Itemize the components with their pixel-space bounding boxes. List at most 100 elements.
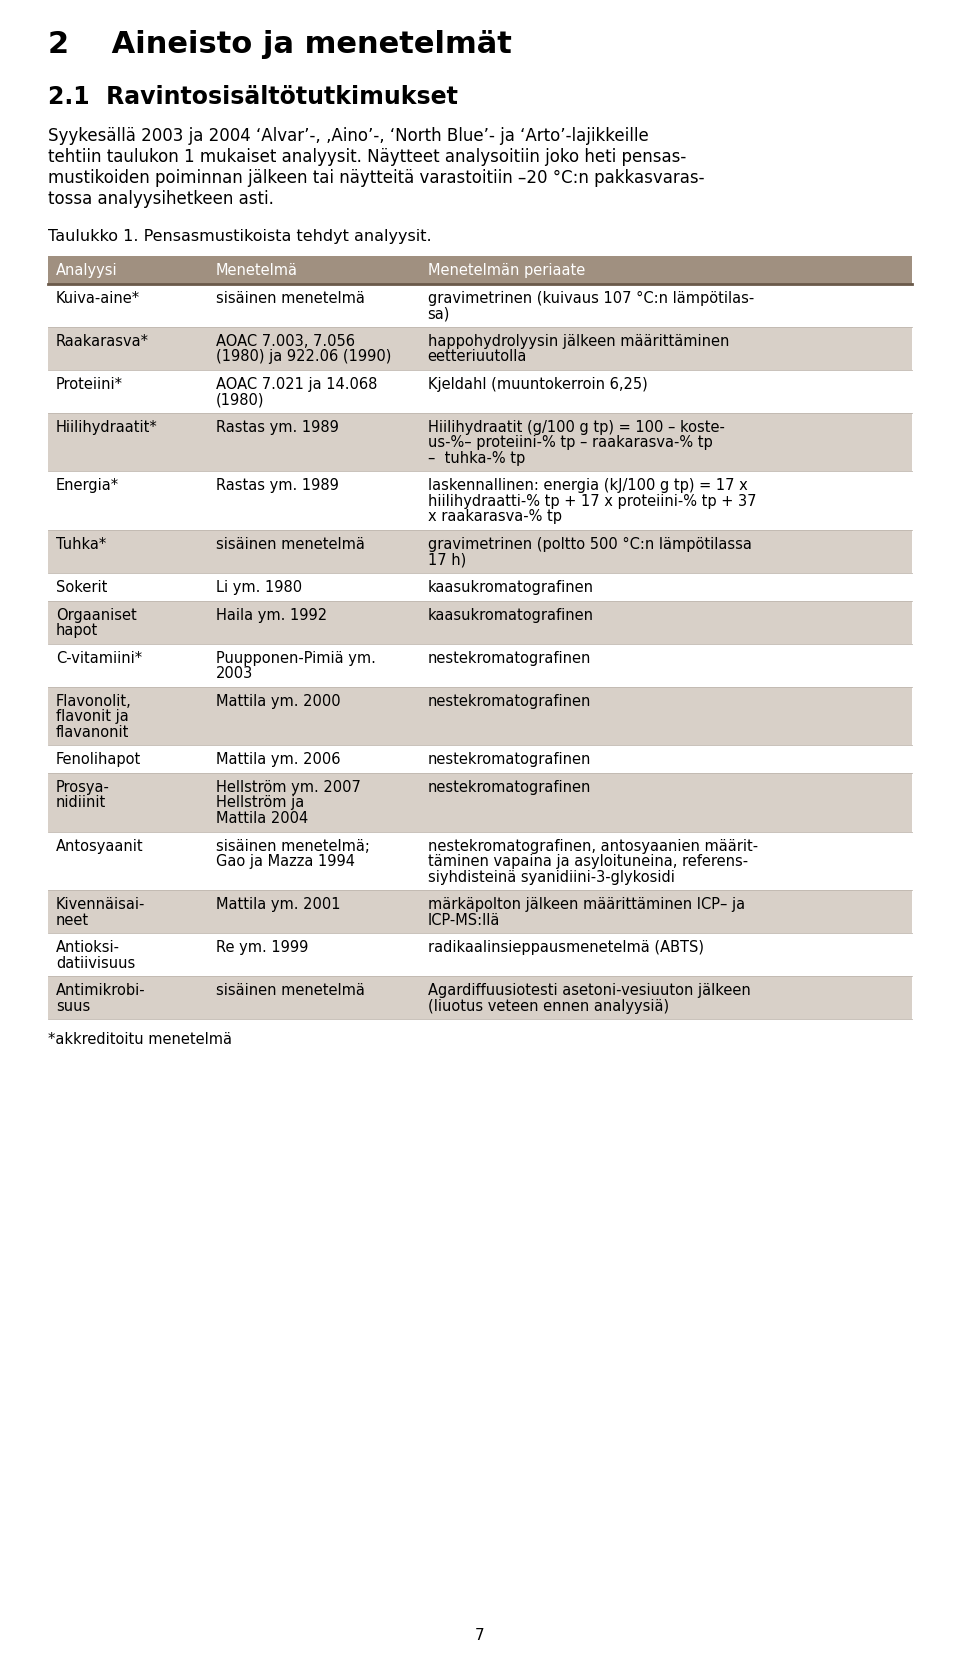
- Text: Flavonolit,: Flavonolit,: [56, 694, 132, 709]
- Text: Rastas ym. 1989: Rastas ym. 1989: [216, 478, 339, 493]
- Bar: [48, 328, 912, 371]
- Text: nestekromatografinen: nestekromatografinen: [427, 752, 591, 767]
- Text: Analyysi: Analyysi: [56, 263, 118, 278]
- Text: Mattila ym. 2000: Mattila ym. 2000: [216, 694, 341, 709]
- Bar: [48, 601, 912, 644]
- Bar: [48, 574, 912, 601]
- Bar: [48, 256, 912, 285]
- Bar: [48, 934, 912, 977]
- Bar: [48, 774, 912, 832]
- Text: Haila ym. 1992: Haila ym. 1992: [216, 607, 327, 622]
- Bar: [48, 644, 912, 687]
- Text: Puupponen-Pimiä ym.: Puupponen-Pimiä ym.: [216, 651, 375, 666]
- Text: nestekromatografinen: nestekromatografinen: [427, 694, 591, 709]
- Bar: [48, 745, 912, 774]
- Bar: [48, 832, 912, 890]
- Text: 7: 7: [475, 1627, 485, 1642]
- Bar: [48, 414, 912, 473]
- Text: hapot: hapot: [56, 622, 98, 637]
- Text: nidiinit: nidiinit: [56, 795, 107, 810]
- Text: Proteiini*: Proteiini*: [56, 376, 123, 391]
- Text: ICP-MS:llä: ICP-MS:llä: [427, 912, 500, 927]
- Text: Kjeldahl (muuntokerroin 6,25): Kjeldahl (muuntokerroin 6,25): [427, 376, 647, 391]
- Text: kaasukromatografinen: kaasukromatografinen: [427, 607, 593, 622]
- Text: Li ym. 1980: Li ym. 1980: [216, 579, 302, 594]
- Text: mustikoiden poiminnan jälkeen tai näytteitä varastoitiin –20 °C:n pakkasvaras-: mustikoiden poiminnan jälkeen tai näytte…: [48, 170, 705, 186]
- Text: Mattila ym. 2006: Mattila ym. 2006: [216, 752, 341, 767]
- Text: Fenolihapot: Fenolihapot: [56, 752, 141, 767]
- Text: Antosyaanit: Antosyaanit: [56, 839, 144, 854]
- Text: nestekromatografinen: nestekromatografinen: [427, 651, 591, 666]
- Text: tossa analyysihetkeen asti.: tossa analyysihetkeen asti.: [48, 190, 274, 208]
- Text: gravimetrinen (kuivaus 107 °C:n lämpötilas-: gravimetrinen (kuivaus 107 °C:n lämpötil…: [427, 290, 754, 306]
- Text: sisäinen menetelmä: sisäinen menetelmä: [216, 537, 365, 552]
- Text: Hiilihydraatit*: Hiilihydraatit*: [56, 419, 157, 434]
- Text: täminen vapaina ja asyloituneina, referens-: täminen vapaina ja asyloituneina, refere…: [427, 854, 748, 869]
- Text: Sokerit: Sokerit: [56, 579, 108, 594]
- Bar: [48, 371, 912, 414]
- Text: (liuotus veteen ennen analyysiä): (liuotus veteen ennen analyysiä): [427, 998, 669, 1013]
- Text: laskennallinen: energia (kJ/100 g tp) = 17 x: laskennallinen: energia (kJ/100 g tp) = …: [427, 478, 747, 493]
- Text: sisäinen menetelmä;: sisäinen menetelmä;: [216, 839, 370, 854]
- Bar: [48, 687, 912, 745]
- Text: siyhdisteinä syanidiini-3-glykosidi: siyhdisteinä syanidiini-3-glykosidi: [427, 869, 674, 884]
- Text: Re ym. 1999: Re ym. 1999: [216, 940, 308, 955]
- Text: (1980) ja 922.06 (1990): (1980) ja 922.06 (1990): [216, 349, 392, 364]
- Bar: [48, 977, 912, 1020]
- Text: Taulukko 1. Pensasmustikoista tehdyt analyysit.: Taulukko 1. Pensasmustikoista tehdyt ana…: [48, 230, 432, 245]
- Text: sisäinen menetelmä: sisäinen menetelmä: [216, 290, 365, 306]
- Text: datiivisuus: datiivisuus: [56, 955, 135, 970]
- Text: –  tuhka-% tp: – tuhka-% tp: [427, 451, 525, 466]
- Text: happohydrolyysin jälkeen määrittäminen: happohydrolyysin jälkeen määrittäminen: [427, 333, 729, 348]
- Bar: [48, 473, 912, 531]
- Text: 17 h): 17 h): [427, 552, 466, 567]
- Text: Raakarasva*: Raakarasva*: [56, 333, 149, 348]
- Text: AOAC 7.003, 7.056: AOAC 7.003, 7.056: [216, 333, 355, 348]
- Text: Antioksi-: Antioksi-: [56, 940, 120, 955]
- Text: suus: suus: [56, 998, 90, 1013]
- Text: tehtiin taulukon 1 mukaiset analyysit. Näytteet analysoitiin joko heti pensas-: tehtiin taulukon 1 mukaiset analyysit. N…: [48, 148, 686, 166]
- Text: Syykesällä 2003 ja 2004 ‘Alvar’-, ‚Aino’-, ‘North Blue’- ja ‘Arto’-lajikkeille: Syykesällä 2003 ja 2004 ‘Alvar’-, ‚Aino’…: [48, 126, 649, 145]
- Text: gravimetrinen (poltto 500 °C:n lämpötilassa: gravimetrinen (poltto 500 °C:n lämpötila…: [427, 537, 752, 552]
- Text: Energia*: Energia*: [56, 478, 119, 493]
- Text: Orgaaniset: Orgaaniset: [56, 607, 136, 622]
- Bar: [48, 890, 912, 934]
- Text: Gao ja Mazza 1994: Gao ja Mazza 1994: [216, 854, 355, 869]
- Text: 2003: 2003: [216, 666, 253, 681]
- Text: sisäinen menetelmä: sisäinen menetelmä: [216, 983, 365, 998]
- Text: flavanonit: flavanonit: [56, 724, 130, 739]
- Text: 2.1  Ravintosisältötutkimukset: 2.1 Ravintosisältötutkimukset: [48, 85, 458, 108]
- Text: Tuhka*: Tuhka*: [56, 537, 107, 552]
- Text: kaasukromatografinen: kaasukromatografinen: [427, 579, 593, 594]
- Text: us-%– proteiini-% tp – raakarasva-% tp: us-%– proteiini-% tp – raakarasva-% tp: [427, 434, 712, 449]
- Text: C-vitamiini*: C-vitamiini*: [56, 651, 142, 666]
- Text: hiilihydraatti-% tp + 17 x proteiini-% tp + 37: hiilihydraatti-% tp + 17 x proteiini-% t…: [427, 494, 756, 509]
- Text: radikaalinsieppausmenetelmä (ABTS): radikaalinsieppausmenetelmä (ABTS): [427, 940, 704, 955]
- Text: nestekromatografinen, antosyaanien määrit-: nestekromatografinen, antosyaanien määri…: [427, 839, 757, 854]
- Text: Kivennäisai-: Kivennäisai-: [56, 897, 145, 912]
- Text: Mattila ym. 2001: Mattila ym. 2001: [216, 897, 341, 912]
- Text: Rastas ym. 1989: Rastas ym. 1989: [216, 419, 339, 434]
- Text: 2    Aineisto ja menetelmät: 2 Aineisto ja menetelmät: [48, 30, 512, 58]
- Text: AOAC 7.021 ja 14.068: AOAC 7.021 ja 14.068: [216, 376, 377, 391]
- Text: x raakarasva-% tp: x raakarasva-% tp: [427, 509, 562, 524]
- Text: *akkreditoitu menetelmä: *akkreditoitu menetelmä: [48, 1032, 232, 1047]
- Text: Menetelmän periaate: Menetelmän periaate: [427, 263, 585, 278]
- Bar: [48, 531, 912, 574]
- Text: Kuiva-aine*: Kuiva-aine*: [56, 290, 140, 306]
- Text: Menetelmä: Menetelmä: [216, 263, 298, 278]
- Text: neet: neet: [56, 912, 89, 927]
- Text: Prosya-: Prosya-: [56, 779, 109, 794]
- Text: märkäpolton jälkeen määrittäminen ICP– ja: märkäpolton jälkeen määrittäminen ICP– j…: [427, 897, 745, 912]
- Text: sa): sa): [427, 306, 450, 321]
- Text: Hiilihydraatit (g/100 g tp) = 100 – koste-: Hiilihydraatit (g/100 g tp) = 100 – kost…: [427, 419, 725, 434]
- Text: flavonit ja: flavonit ja: [56, 709, 129, 724]
- Text: Hellström ym. 2007: Hellström ym. 2007: [216, 779, 361, 794]
- Text: eetteriuutolla: eetteriuutolla: [427, 349, 527, 364]
- Bar: [48, 285, 912, 328]
- Text: Hellström ja: Hellström ja: [216, 795, 304, 810]
- Text: Mattila 2004: Mattila 2004: [216, 810, 308, 825]
- Text: nestekromatografinen: nestekromatografinen: [427, 779, 591, 794]
- Text: Antimikrobi-: Antimikrobi-: [56, 983, 146, 998]
- Text: (1980): (1980): [216, 393, 264, 408]
